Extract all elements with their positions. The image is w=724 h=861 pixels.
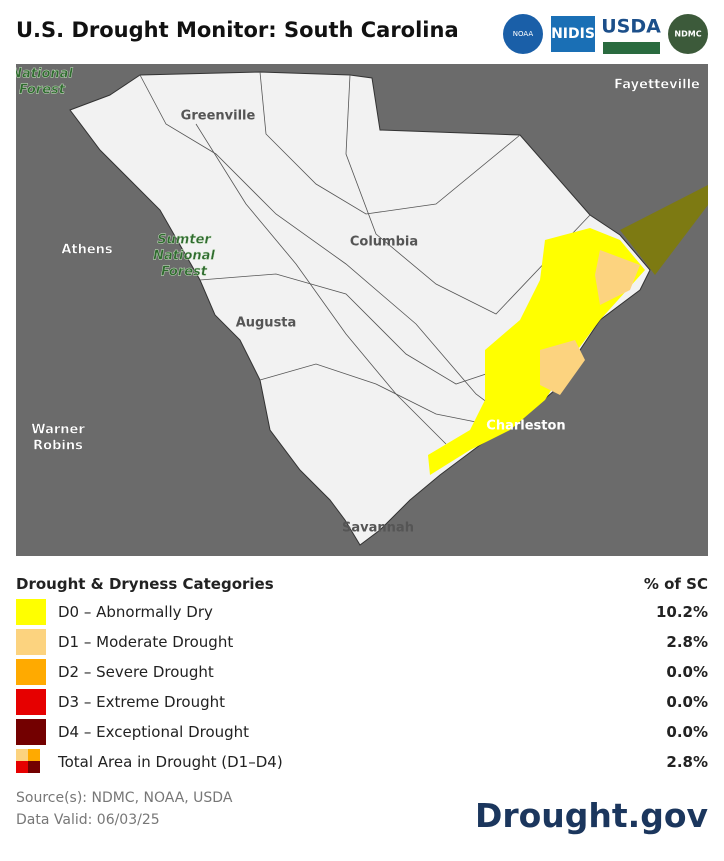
logo-text: NOAA [513,30,534,38]
legend-percent: 10.2% [655,603,708,621]
logos: NOAA NIDIS USDA NDMC [503,14,708,54]
noaa-logo [503,14,543,54]
map-label: National [153,249,215,264]
usda-logo [603,42,660,54]
logo-text: NDMC [674,30,701,39]
d0-area [428,228,645,475]
legend-value-header: % of SC [643,575,708,593]
ndmc-logo [668,14,708,54]
legend-name: D1 – Moderate Drought [58,633,234,651]
legend-swatch [16,629,46,655]
legend-row: D1 – Moderate Drought 2.8% [16,629,708,655]
brand[interactable]: Drought.gov [474,796,708,835]
map-label: Savannah [342,521,414,536]
sources: Source(s): NDMC, NOAA, USDA [16,790,233,806]
logo-text: USDA [601,16,661,38]
legend-name: D0 – Abnormally Dry [58,603,213,621]
map-label: Greenville [181,109,256,124]
map-label: Athens [61,243,113,258]
legend-name: D3 – Extreme Drought [58,693,226,711]
map-label: Charleston [486,419,565,434]
swatch-part [16,761,28,773]
map-label: Sumter [157,233,212,248]
legend-row: Total Area in Drought (D1–D4) 2.8% [16,749,708,775]
map-label: Warner [31,423,85,438]
legend-swatch [16,689,46,715]
legend-percent: 2.8% [666,753,708,771]
swatch-part [28,761,40,773]
title: U.S. Drought Monitor: South Carolina [16,18,459,42]
legend-row: D3 – Extreme Drought 0.0% [16,689,708,715]
map-label: Columbia [350,235,418,250]
legend-name: Total Area in Drought (D1–D4) [58,753,283,771]
logo-text: NIDIS [551,26,595,42]
legend-row: D2 – Severe Drought 0.0% [16,659,708,685]
legend-percent: 0.0% [666,663,708,681]
legend-name: D4 – Exceptional Drought [58,723,250,741]
legend-row: D4 – Exceptional Drought 0.0% [16,719,708,745]
nc-drought-area [620,185,708,275]
legend-swatch [16,749,42,773]
swatch-part [28,749,40,761]
map-label: Forest [161,265,208,280]
legend-percent: 0.0% [666,693,708,711]
data-valid: Data Valid: 06/03/25 [16,812,160,828]
map-label: Robins [33,439,83,454]
map-label: Augusta [236,316,297,331]
legend-row: D0 – Abnormally Dry 10.2% [16,599,708,625]
d1-area [540,340,585,395]
legend-title: Drought & Dryness Categories [16,575,274,593]
legend-percent: 2.8% [666,633,708,651]
swatch-part [16,749,28,761]
legend-name: D2 – Severe Drought [58,663,214,681]
d1-area [595,250,640,305]
legend-swatch [16,659,46,685]
map-label: Forest [19,83,66,98]
map-label: National [16,67,73,82]
legend-swatch [16,719,46,745]
legend-percent: 0.0% [666,723,708,741]
nidis-logo [551,16,595,52]
map-label: Fayetteville [614,78,700,93]
legend-swatch [16,599,46,625]
